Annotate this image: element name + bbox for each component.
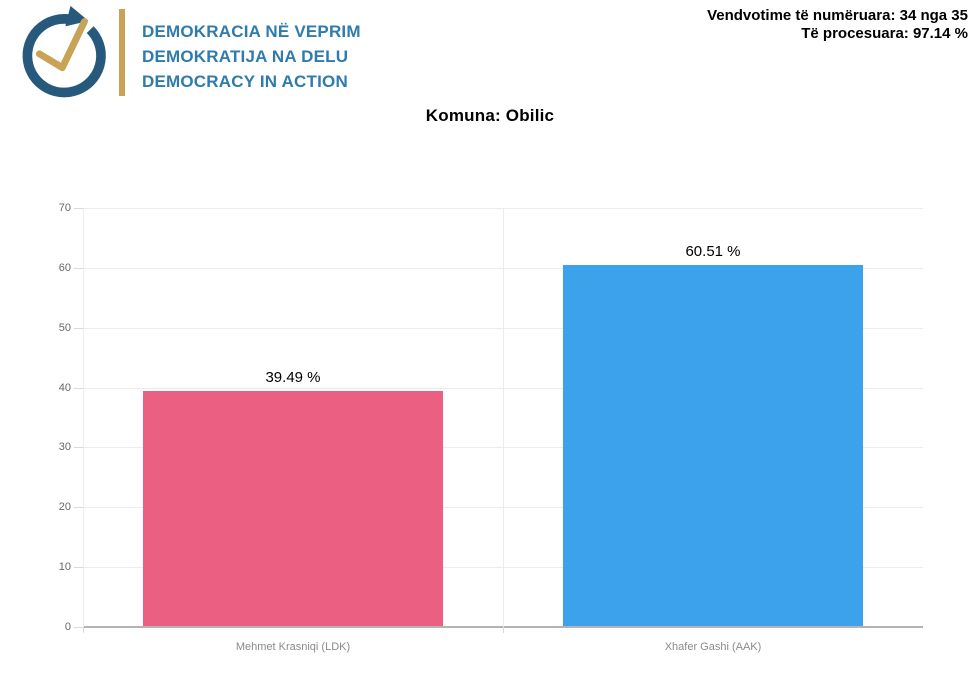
y-axis-tick-label: 40 — [58, 382, 71, 394]
logo-divider — [119, 9, 125, 96]
y-axis-tick — [74, 507, 83, 508]
y-axis-tick-label: 70 — [58, 202, 71, 214]
logo-text: DEMOKRACIA NË VEPRIM DEMOKRATIJA NA DELU… — [142, 19, 361, 94]
x-axis-tick — [503, 627, 504, 633]
x-axis-tick — [83, 627, 84, 633]
processed-percent-text: Të procesuara: 97.14 % — [801, 25, 968, 42]
y-axis-tick-label: 50 — [58, 322, 71, 334]
v-gridline — [83, 208, 84, 627]
logo-checkmark — [35, 18, 88, 72]
y-axis-tick-label: 20 — [58, 501, 71, 513]
y-axis-tick — [74, 388, 83, 389]
bar-value-label: 39.49 % — [265, 369, 321, 386]
y-axis-tick — [74, 328, 83, 329]
y-axis-tick — [74, 447, 83, 448]
y-axis-tick-label: 10 — [58, 561, 71, 573]
bar-1 — [143, 391, 443, 626]
logo-line-serbian: DEMOKRATIJA NA DELU — [142, 47, 349, 66]
v-gridline — [503, 208, 504, 627]
y-axis-tick — [74, 268, 83, 269]
democracy-in-action-logo-icon — [22, 6, 106, 98]
counting-stats: Vendvotime të numëruara: 34 nga 35 Të pr… — [707, 7, 968, 43]
x-category-label: Xhafer Gashi (AAK) — [664, 641, 762, 653]
page-title: Komuna: Obilic — [425, 106, 555, 125]
x-category-label: Mehmet Krasniqi (LDK) — [235, 641, 351, 653]
y-axis-tick — [74, 208, 83, 209]
y-axis-tick-label: 60 — [58, 262, 71, 274]
y-axis-tick-label: 30 — [58, 441, 71, 453]
logo-circle-arrow-arc — [22, 14, 106, 98]
logo-line-albanian: DEMOKRACIA NË VEPRIM — [142, 22, 361, 41]
stations-counted-text: Vendvotime të numëruara: 34 nga 35 — [707, 7, 968, 24]
y-axis-tick-label: 0 — [64, 621, 71, 633]
bar-2 — [563, 265, 863, 626]
logo-line-english: DEMOCRACY IN ACTION — [142, 72, 348, 91]
y-axis-tick — [74, 627, 83, 628]
y-axis-tick — [74, 567, 83, 568]
bar-value-label: 60.51 % — [685, 243, 741, 260]
